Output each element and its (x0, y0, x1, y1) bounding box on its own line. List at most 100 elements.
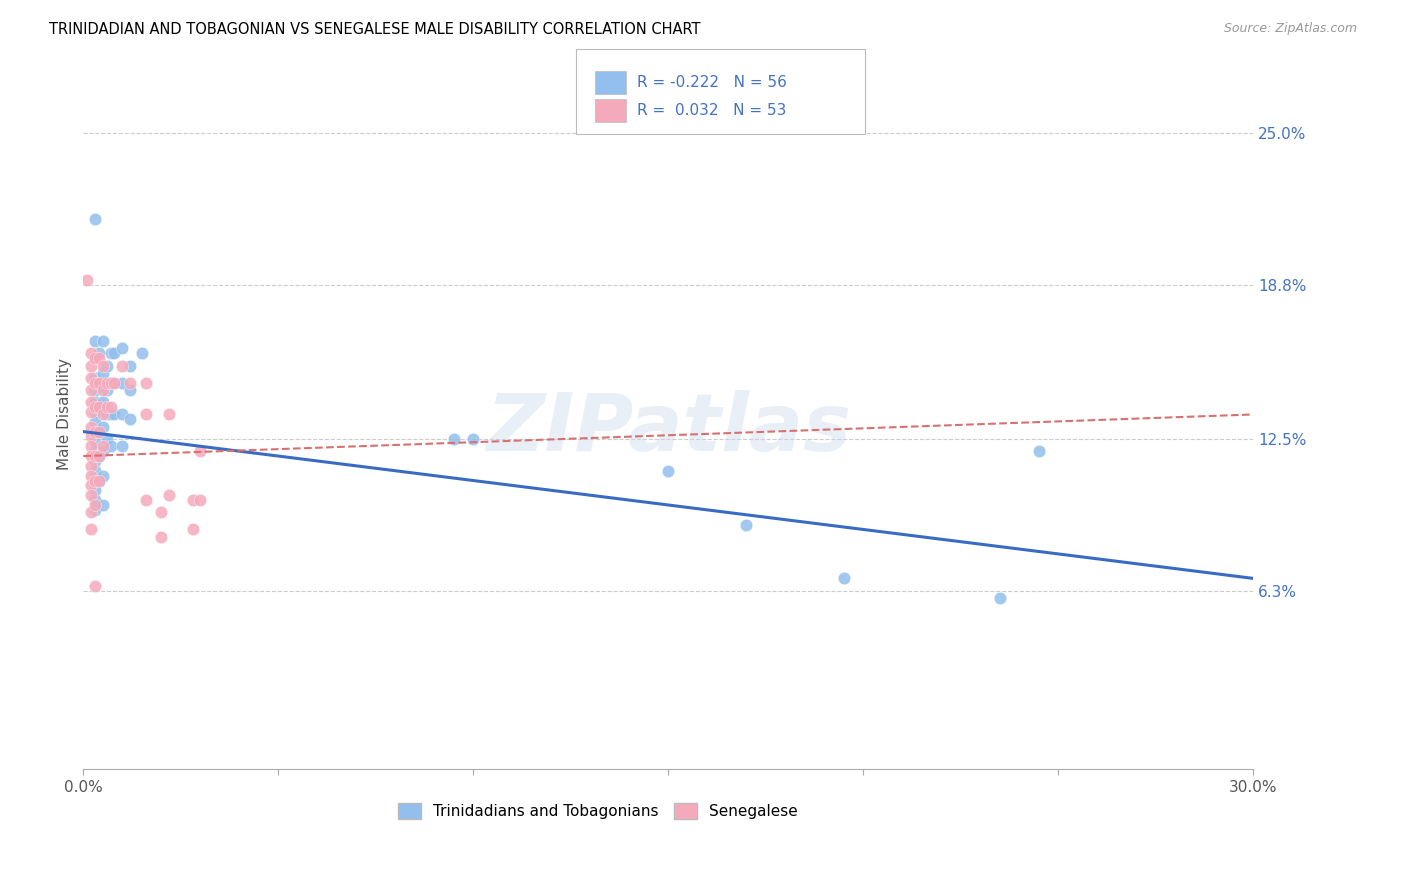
Point (100, 439, 122, 453)
Point (87, 351, 110, 366)
Point (463, 432, 485, 446)
Point (84, 351, 107, 366)
Point (100, 408, 122, 422)
Text: Source: ZipAtlas.com: Source: ZipAtlas.com (1223, 22, 1357, 36)
Point (100, 376, 122, 390)
Point (100, 346, 122, 360)
Legend: Trinidadians and Tobagonians, Senegalese: Trinidadians and Tobagonians, Senegalese (392, 797, 804, 825)
Point (91, 383, 114, 397)
Point (84, 483, 107, 498)
Point (157, 408, 180, 422)
Point (735, 517, 758, 532)
Point (988, 591, 1011, 605)
Text: R = -0.222   N = 56: R = -0.222 N = 56 (637, 75, 787, 90)
Point (103, 408, 125, 422)
Point (111, 342, 134, 356)
Point (120, 359, 142, 373)
Point (84, 579, 107, 593)
Point (84, 493, 107, 508)
Point (84, 383, 107, 397)
Point (1028, 444, 1050, 458)
Point (84, 395, 107, 409)
Point (91, 498, 114, 512)
Point (76, 273, 98, 287)
Point (135, 493, 157, 508)
Point (111, 408, 134, 422)
Point (91, 395, 114, 409)
Point (100, 376, 122, 390)
Point (80, 370, 103, 384)
Point (80, 429, 103, 443)
Point (100, 400, 122, 414)
Point (84, 444, 107, 458)
Point (87, 376, 110, 390)
Point (87, 400, 110, 414)
Point (80, 505, 103, 519)
Point (96, 432, 118, 446)
Point (80, 405, 103, 419)
Point (84, 474, 107, 488)
Point (111, 359, 134, 373)
Point (84, 449, 107, 463)
Point (96, 400, 118, 414)
Text: TRINIDADIAN AND TOBAGONIAN VS SENEGALESE MALE DISABILITY CORRELATION CHART: TRINIDADIAN AND TOBAGONIAN VS SENEGALESE… (49, 22, 700, 37)
Y-axis label: Male Disability: Male Disability (58, 359, 72, 470)
Point (443, 432, 465, 446)
Point (84, 425, 107, 439)
Point (80, 419, 103, 434)
Point (111, 439, 134, 453)
Point (111, 376, 134, 390)
Point (80, 488, 103, 502)
Point (84, 211, 107, 226)
Point (657, 464, 679, 478)
Point (120, 383, 142, 397)
Point (103, 376, 125, 390)
Point (181, 493, 204, 508)
Point (80, 395, 103, 409)
Point (80, 383, 103, 397)
Point (96, 383, 118, 397)
Point (135, 408, 157, 422)
Point (96, 376, 118, 390)
Point (157, 488, 180, 502)
Point (84, 434, 107, 449)
Point (87, 449, 110, 463)
Point (87, 425, 110, 439)
Point (87, 376, 110, 390)
Point (150, 505, 173, 519)
Point (120, 376, 142, 390)
Point (91, 334, 114, 348)
Point (96, 408, 118, 422)
Point (91, 444, 114, 458)
Point (80, 346, 103, 360)
Point (80, 468, 103, 483)
Point (181, 523, 204, 537)
Text: ZIPatlas: ZIPatlas (486, 390, 851, 467)
Point (103, 376, 125, 390)
Point (188, 444, 211, 458)
Point (84, 425, 107, 439)
Point (91, 439, 114, 453)
Point (80, 478, 103, 492)
Point (84, 474, 107, 488)
Point (87, 425, 110, 439)
Point (80, 458, 103, 473)
Point (91, 468, 114, 483)
Point (832, 571, 855, 585)
Point (87, 400, 110, 414)
Point (84, 400, 107, 414)
Point (84, 454, 107, 468)
Point (103, 346, 125, 360)
Point (135, 376, 157, 390)
Point (188, 493, 211, 508)
Point (87, 449, 110, 463)
Point (84, 503, 107, 517)
Point (131, 346, 153, 360)
Point (84, 370, 107, 384)
Point (84, 351, 107, 366)
Point (91, 359, 114, 373)
Point (96, 359, 118, 373)
Text: R =  0.032   N = 53: R = 0.032 N = 53 (637, 103, 786, 118)
Point (91, 366, 114, 380)
Point (120, 412, 142, 426)
